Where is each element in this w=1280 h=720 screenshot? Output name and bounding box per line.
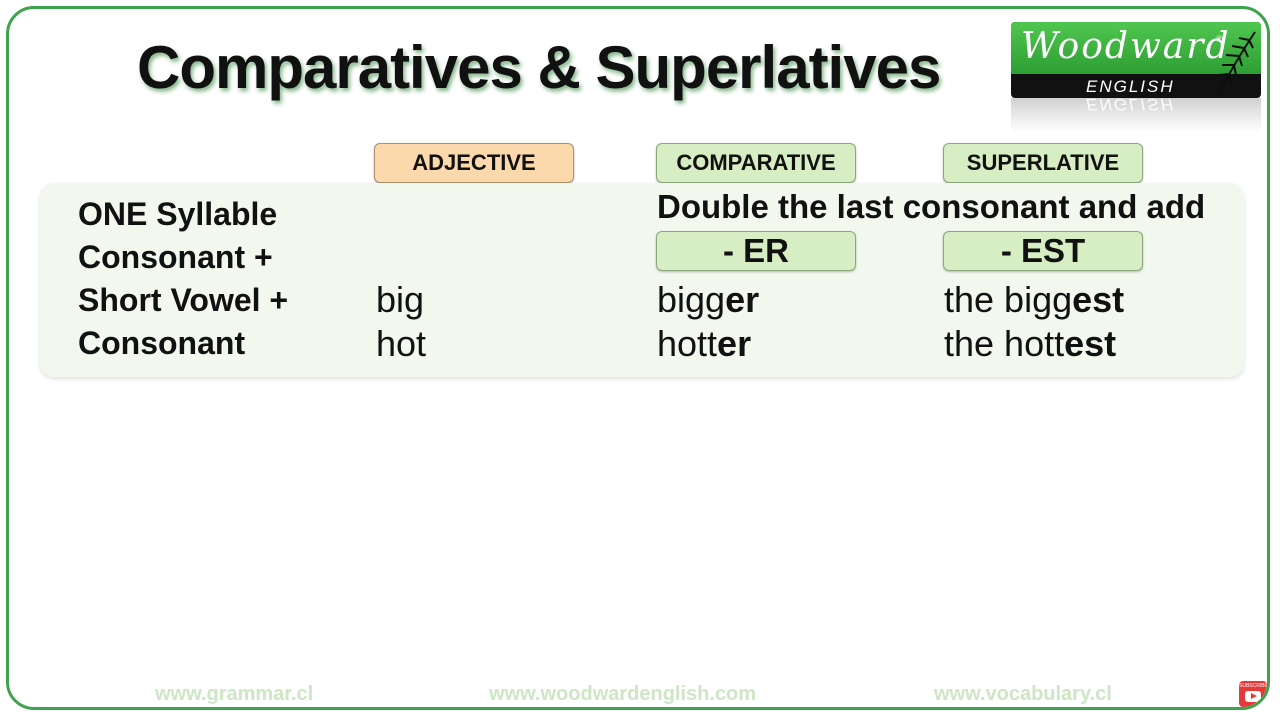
- footer-link-grammar[interactable]: www.grammar.cl: [155, 683, 314, 705]
- comparative-cell: hotter: [657, 323, 751, 365]
- adjective-cell: big: [376, 279, 425, 320]
- rule-note: Double the last consonant and add: [657, 188, 1206, 225]
- slide-frame: Comparatives & Superlatives Woodward ® E…: [6, 6, 1270, 710]
- rule-panel: [40, 183, 1244, 377]
- header-comparative: COMPARATIVE: [656, 143, 856, 183]
- rule-line-3: Short Vowel +: [78, 282, 289, 318]
- logo-name: Woodward: [1021, 26, 1231, 67]
- superlative-suffix: est: [1072, 279, 1125, 320]
- comparative-cell: bigger: [657, 279, 759, 321]
- adjective-cell: hot: [376, 323, 427, 364]
- subscribe-button[interactable]: SUBSCRIBE: [1239, 681, 1267, 707]
- suffix-est-badge: - EST: [943, 231, 1143, 271]
- logo-reflection: ENGLISH: [1011, 98, 1261, 132]
- superlative-stem: the hott: [944, 323, 1065, 364]
- logo-registered-mark: ®: [1216, 34, 1223, 44]
- rule-line-2: Consonant +: [78, 239, 273, 275]
- fern-icon: [1218, 31, 1256, 95]
- comparative-stem: bigg: [657, 279, 726, 320]
- logo-reflection-text: ENGLISH: [1086, 98, 1175, 114]
- youtube-play-icon: [1245, 691, 1261, 702]
- logo-green-band: [1011, 22, 1261, 74]
- comparative-suffix: er: [725, 279, 760, 320]
- rule-line-4: Consonant: [78, 325, 246, 361]
- suffix-er-badge: - ER: [656, 231, 856, 271]
- comparative-stem: hott: [657, 323, 718, 364]
- logo-subtitle: ENGLISH: [1086, 77, 1175, 96]
- woodward-english-logo: Woodward ® ENGLISH: [1011, 22, 1261, 98]
- comparative-suffix: er: [717, 323, 752, 364]
- superlative-suffix: est: [1064, 323, 1117, 364]
- superlative-cell: the biggest: [944, 279, 1124, 321]
- footer-link-vocabulary[interactable]: www.vocabulary.cl: [934, 683, 1112, 705]
- page-title: Comparatives & Superlatives: [137, 34, 941, 101]
- header-superlative: SUPERLATIVE: [943, 143, 1143, 183]
- superlative-cell: the hottest: [944, 323, 1116, 365]
- header-adjective: ADJECTIVE: [374, 143, 574, 183]
- superlative-stem: the bigg: [944, 279, 1073, 320]
- subscribe-label: SUBSCRIBE: [1239, 683, 1268, 689]
- footer-link-woodwardenglish[interactable]: www.woodwardenglish.com: [489, 683, 757, 705]
- rule-line-1: ONE Syllable: [78, 196, 278, 232]
